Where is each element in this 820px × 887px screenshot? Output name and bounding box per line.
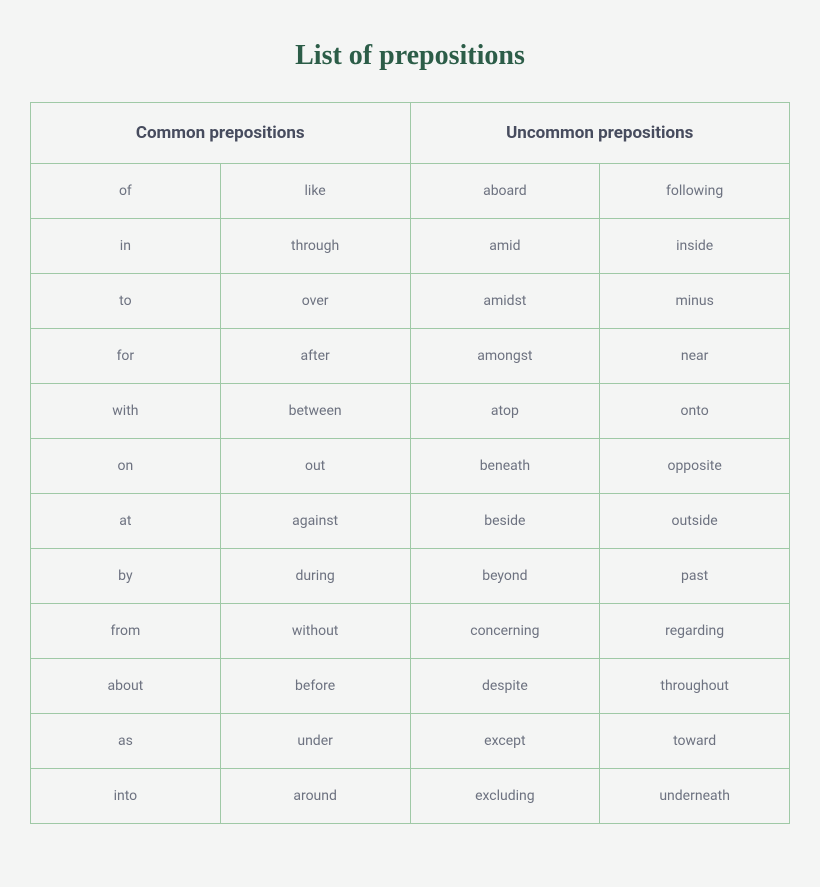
table-cell: onto: [600, 384, 790, 439]
table-row: from without concerning regarding: [31, 604, 790, 659]
table-cell: about: [31, 659, 221, 714]
table-cell: against: [220, 494, 410, 549]
table-cell: beside: [410, 494, 600, 549]
table-cell: despite: [410, 659, 600, 714]
table-cell: except: [410, 714, 600, 769]
table-cell: for: [31, 329, 221, 384]
table-row: as under except toward: [31, 714, 790, 769]
table-cell: around: [220, 769, 410, 824]
table-cell: over: [220, 274, 410, 329]
table-cell: with: [31, 384, 221, 439]
table-cell: beyond: [410, 549, 600, 604]
table-cell: atop: [410, 384, 600, 439]
table-cell: beneath: [410, 439, 600, 494]
table-row: about before despite throughout: [31, 659, 790, 714]
table-cell: from: [31, 604, 221, 659]
table-cell: in: [31, 219, 221, 274]
table-cell: by: [31, 549, 221, 604]
table-cell: opposite: [600, 439, 790, 494]
table-cell: on: [31, 439, 221, 494]
table-row: of like aboard following: [31, 164, 790, 219]
table-cell: without: [220, 604, 410, 659]
table-cell: after: [220, 329, 410, 384]
table-cell: at: [31, 494, 221, 549]
table-row: with between atop onto: [31, 384, 790, 439]
table-cell: of: [31, 164, 221, 219]
table-body: of like aboard following in through amid…: [31, 164, 790, 824]
table-row: by during beyond past: [31, 549, 790, 604]
table-header-row: Common prepositions Uncommon preposition…: [31, 103, 790, 164]
table-cell: concerning: [410, 604, 600, 659]
column-header-common: Common prepositions: [31, 103, 411, 164]
table-cell: near: [600, 329, 790, 384]
table-cell: into: [31, 769, 221, 824]
table-cell: to: [31, 274, 221, 329]
table-cell: under: [220, 714, 410, 769]
table-cell: inside: [600, 219, 790, 274]
table-row: on out beneath opposite: [31, 439, 790, 494]
table-row: into around excluding underneath: [31, 769, 790, 824]
table-cell: as: [31, 714, 221, 769]
table-row: at against beside outside: [31, 494, 790, 549]
table-cell: like: [220, 164, 410, 219]
table-cell: excluding: [410, 769, 600, 824]
table-cell: minus: [600, 274, 790, 329]
table-cell: amongst: [410, 329, 600, 384]
table-cell: past: [600, 549, 790, 604]
table-cell: through: [220, 219, 410, 274]
page-title: List of prepositions: [30, 40, 790, 72]
table-cell: between: [220, 384, 410, 439]
table-cell: amidst: [410, 274, 600, 329]
table-cell: out: [220, 439, 410, 494]
table-cell: underneath: [600, 769, 790, 824]
table-cell: before: [220, 659, 410, 714]
table-cell: toward: [600, 714, 790, 769]
table-cell: throughout: [600, 659, 790, 714]
table-cell: amid: [410, 219, 600, 274]
table-cell: regarding: [600, 604, 790, 659]
table-cell: outside: [600, 494, 790, 549]
table-cell: aboard: [410, 164, 600, 219]
table-row: in through amid inside: [31, 219, 790, 274]
prepositions-table: Common prepositions Uncommon preposition…: [30, 102, 790, 824]
table-row: to over amidst minus: [31, 274, 790, 329]
table-cell: following: [600, 164, 790, 219]
column-header-uncommon: Uncommon prepositions: [410, 103, 790, 164]
table-row: for after amongst near: [31, 329, 790, 384]
table-cell: during: [220, 549, 410, 604]
